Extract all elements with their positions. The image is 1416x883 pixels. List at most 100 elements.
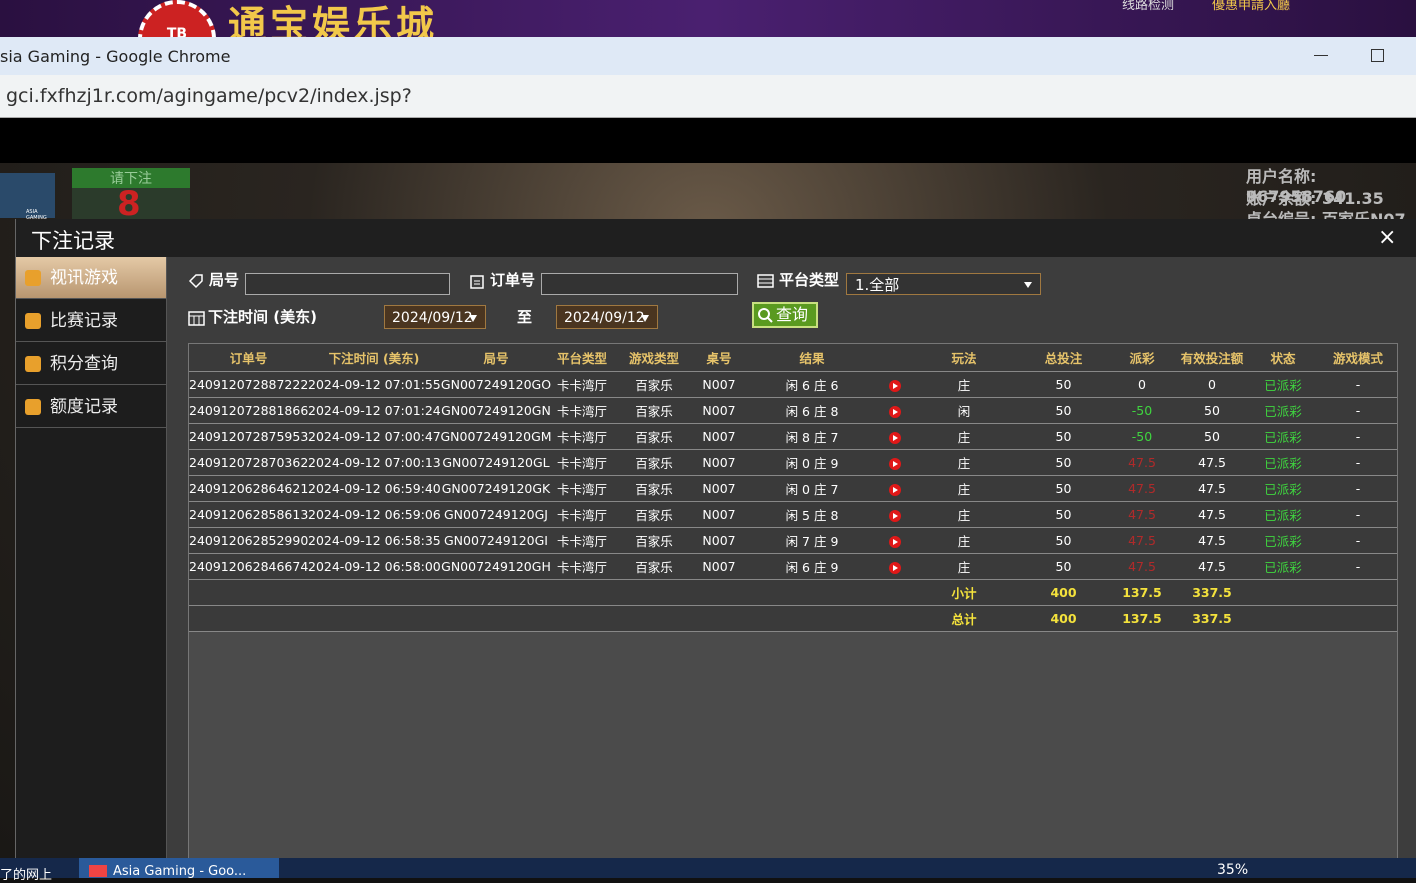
cell: -: [1319, 501, 1397, 528]
close-button[interactable]: ×: [1378, 225, 1397, 250]
window-titlebar: sia Gaming - Google Chrome: [0, 37, 1416, 75]
cell: 47.5: [1177, 475, 1247, 502]
header-cell: 派彩: [1107, 344, 1177, 372]
record-row: 240912072881866 2024-09-12 07:01:24 GN0072…: [189, 397, 1397, 424]
menu-item[interactable]: 视讯游戏: [16, 257, 166, 299]
cell: 240912062846674: [189, 553, 308, 580]
header-row: 订单号 下注时间 (美东) 局号 平台类型 游戏类型 桌号 结果 玩法 总投注 派彩 有效投注额 状态…: [189, 344, 1397, 372]
taskbar-active[interactable]: Asia Gaming - Goo...: [79, 858, 279, 879]
cell: GN007249120GJ: [440, 501, 552, 528]
cell: 百家乐: [612, 553, 696, 580]
cell: -: [1319, 475, 1397, 502]
cell: 已派彩: [1247, 553, 1319, 580]
date-from[interactable]: 2024/09/12: [384, 305, 486, 329]
logo-badge: TB: [138, 0, 216, 37]
taskbar-item[interactable]: 了的网上: [0, 868, 53, 883]
replay-button[interactable]: [889, 405, 901, 418]
replay-button[interactable]: [889, 379, 901, 392]
cell: 已派彩: [1247, 423, 1319, 450]
menu-item[interactable]: 比赛记录: [16, 300, 166, 342]
cell: -: [1319, 527, 1397, 554]
cell: 47.5: [1177, 449, 1247, 476]
menu-icon: [25, 270, 41, 286]
cell: 50: [1020, 371, 1107, 398]
cell: 50: [1020, 501, 1107, 528]
cell: 47.5: [1107, 553, 1177, 580]
header-cell: 玩法: [908, 344, 1020, 372]
tag-icon: [188, 274, 203, 289]
cell: 卡卡湾厅: [552, 423, 612, 450]
cell: 闲 7 庄 9: [742, 527, 882, 554]
total-label: 总计: [908, 605, 1020, 632]
calendar-icon: [188, 311, 205, 326]
cell: 2024-09-12 07:01:24: [308, 397, 440, 424]
cell: 2024-09-12 06:59:40: [308, 475, 440, 502]
menu-item[interactable]: 积分查询: [16, 343, 166, 385]
replay-button[interactable]: [889, 509, 901, 522]
cell: N007: [696, 397, 742, 424]
minimize-button[interactable]: [1314, 55, 1328, 56]
cell: 47.5: [1107, 475, 1177, 502]
clipboard-icon: [470, 275, 484, 289]
taskbar: 了的网上 Asia Gaming - Goo... 35%: [0, 858, 1416, 883]
subtotal-total-bet: 400: [1020, 579, 1107, 606]
replay-button[interactable]: [889, 431, 901, 444]
cell: 已派彩: [1247, 397, 1319, 424]
cell: 卡卡湾厅: [552, 449, 612, 476]
cell: -: [1319, 449, 1397, 476]
banner-link[interactable]: 優惠申請入廳: [1212, 0, 1291, 13]
cell: GN007249120GM: [440, 423, 552, 450]
total-payout: 137.5: [1107, 605, 1177, 632]
cell: 庄: [908, 449, 1020, 476]
date-to[interactable]: 2024/09/12: [556, 305, 658, 329]
cell: 已派彩: [1247, 527, 1319, 554]
cell: 50: [1020, 449, 1107, 476]
replay-button[interactable]: [889, 535, 901, 548]
to-label: 至: [517, 308, 533, 326]
maximize-button[interactable]: [1371, 49, 1384, 62]
cell: GN007249120GL: [440, 449, 552, 476]
cell: 2024-09-12 07:01:55: [308, 371, 440, 398]
cell: 闲 6 庄 6: [742, 371, 882, 398]
cell: GN007249120GK: [440, 475, 552, 502]
query-button[interactable]: 查询: [752, 302, 818, 328]
address-bar[interactable]: gci.fxfhzj1r.com/agingame/pcv2/index.jsp…: [0, 75, 1416, 118]
bet-prompt: 请下注: [72, 168, 190, 188]
cell: -: [1319, 371, 1397, 398]
cell: 百家乐: [612, 397, 696, 424]
cell: 卡卡湾厅: [552, 553, 612, 580]
menu-label: 视讯游戏: [50, 268, 118, 288]
order-input[interactable]: [541, 273, 738, 295]
cell: N007: [696, 423, 742, 450]
cell: 闲 0 庄 9: [742, 449, 882, 476]
round-input[interactable]: [245, 273, 450, 295]
replay-button[interactable]: [889, 457, 901, 470]
spacer-cell: [189, 605, 908, 632]
date-from-value: 2024/09/12: [392, 310, 473, 326]
header-cell: 平台类型: [552, 344, 612, 372]
replay-button[interactable]: [889, 561, 901, 574]
cell: 闲 6 庄 9: [742, 553, 882, 580]
replay-button[interactable]: [889, 483, 901, 496]
platform-value: 1.全部: [855, 276, 900, 294]
replay-cell: [882, 371, 908, 398]
cell: GN007249120GN: [440, 397, 552, 424]
banner-link[interactable]: 线路检测: [1122, 0, 1175, 13]
records-table: 订单号 下注时间 (美东) 局号 平台类型 游戏类型 桌号 结果 玩法 总投注 派彩 有效投注额 状态…: [189, 344, 1397, 632]
platform-select[interactable]: 1.全部: [846, 273, 1041, 295]
cell: 已派彩: [1247, 501, 1319, 528]
bet-record-dialog: 下注记录 × 视讯游戏 比赛记录 积分查询 额度记录 局号 订单号 平台类型 1.全部…: [15, 219, 1416, 860]
cell: 已派彩: [1247, 475, 1319, 502]
header-cell: 结果: [742, 344, 882, 372]
menu-item[interactable]: 额度记录: [16, 386, 166, 428]
total-total-bet: 400: [1020, 605, 1107, 632]
cell: 庄: [908, 553, 1020, 580]
cell: GN007249120GO: [440, 371, 552, 398]
cell: 50: [1020, 423, 1107, 450]
cell: 庄: [908, 501, 1020, 528]
table-body: 240912072887222 2024-09-12 07:01:55 GN0072…: [189, 371, 1397, 632]
logo-text: 通宝娱乐城: [228, 3, 439, 37]
menu-label: 积分查询: [50, 354, 118, 374]
subtotal-valid-bet: 337.5: [1177, 579, 1247, 606]
cell: 47.5: [1177, 501, 1247, 528]
